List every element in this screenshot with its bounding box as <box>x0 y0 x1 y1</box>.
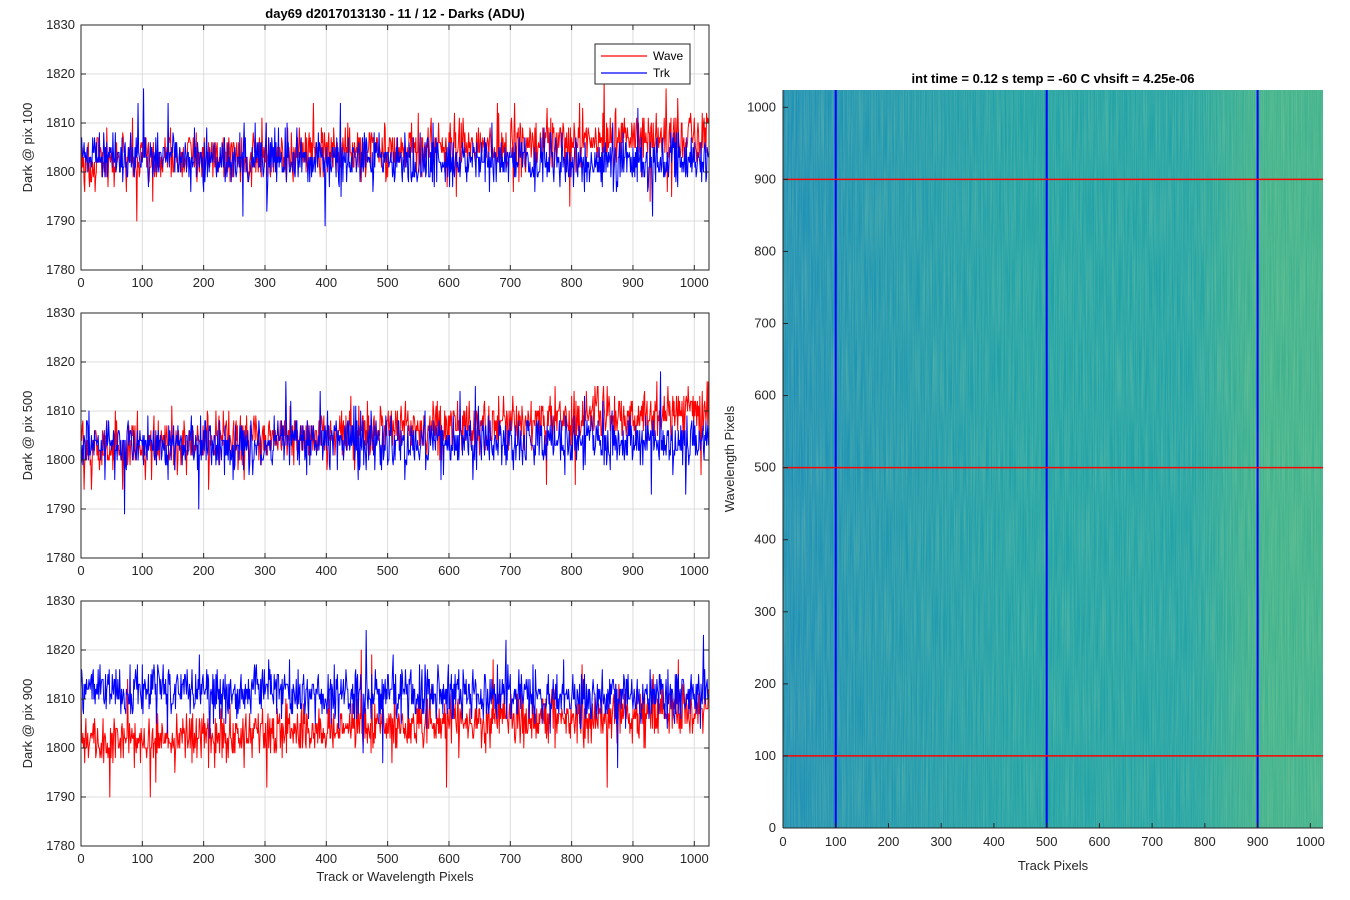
axes-box <box>80 24 710 271</box>
x-axis-label: Track Pixels <box>1018 858 1089 873</box>
y-tick-label: 900 <box>754 171 776 186</box>
x-tick-label: 900 <box>622 851 644 866</box>
y-axis-label: Wavelength Pixels <box>722 405 737 512</box>
x-tick-label: 500 <box>1036 834 1058 849</box>
axes-box <box>80 312 710 559</box>
y-axis-label: Dark @ pix 900 <box>20 679 35 769</box>
x-tick-label: 700 <box>499 275 521 290</box>
x-tick-label: 100 <box>825 834 847 849</box>
y-tick-label: 1820 <box>46 354 75 369</box>
x-tick-label: 500 <box>377 563 399 578</box>
x-tick-label: 600 <box>438 563 460 578</box>
line-chart-pix900: 0 100 200 300 400 500 600 700 800 900 1000 1780 1790… <box>20 593 710 884</box>
y-tick-label: 1830 <box>46 17 75 32</box>
y-tick-label: 500 <box>754 460 776 475</box>
series-line-trk <box>81 88 709 227</box>
x-tick-label: 300 <box>254 563 276 578</box>
y-tick-label: 0 <box>769 820 776 835</box>
x-tick-label: 200 <box>193 851 215 866</box>
series-line-trk <box>80 371 709 515</box>
x-tick-label: 600 <box>438 851 460 866</box>
x-tick-label: 300 <box>254 275 276 290</box>
y-tick-label: 1780 <box>46 550 75 565</box>
legend: Wave Trk <box>594 43 691 85</box>
x-tick-label: 400 <box>983 834 1005 849</box>
series-line-wave <box>80 649 709 798</box>
y-tick-label: 200 <box>754 676 776 691</box>
y-tick-label: 1820 <box>46 642 75 657</box>
x-tick-label: 1000 <box>680 563 709 578</box>
x-tick-label: 400 <box>315 275 337 290</box>
y-tick-label: 1800 <box>46 164 75 179</box>
y-tick-label: 1800 <box>46 452 75 467</box>
legend-box <box>594 43 691 85</box>
x-tick-label: 400 <box>315 563 337 578</box>
x-tick-label: 500 <box>377 275 399 290</box>
heatmap-chart: int time = 0.12 s temp = -60 C vhsift = … <box>722 71 1325 873</box>
line-chart-pix100: 0 100 200 300 400 500 600 700 800 900 1000 1780 1790… <box>20 17 710 290</box>
y-tick-label: 600 <box>754 388 776 403</box>
y-tick-label: 1790 <box>46 501 75 516</box>
legend-label-wave: Wave <box>653 49 684 63</box>
x-tick-label: 100 <box>131 851 153 866</box>
x-tick-label: 0 <box>779 834 786 849</box>
heatmap-texture <box>783 90 1323 828</box>
x-tick-label: 900 <box>622 275 644 290</box>
x-tick-label: 600 <box>438 275 460 290</box>
x-tick-label: 0 <box>77 851 84 866</box>
series-line-trk <box>80 629 709 769</box>
y-tick-label: 1780 <box>46 838 75 853</box>
y-tick-label: 1820 <box>46 66 75 81</box>
legend-label-trk: Trk <box>653 66 671 80</box>
x-tick-label: 800 <box>1194 834 1216 849</box>
x-tick-label: 200 <box>193 275 215 290</box>
y-tick-label: 800 <box>754 243 776 258</box>
x-tick-label: 1000 <box>680 275 709 290</box>
x-tick-label: 300 <box>254 851 276 866</box>
y-tick-label: 1830 <box>46 305 75 320</box>
x-tick-label: 700 <box>499 563 521 578</box>
x-tick-label: 800 <box>561 563 583 578</box>
y-axis-label: Dark @ pix 100 <box>20 103 35 193</box>
x-tick-label: 500 <box>377 851 399 866</box>
y-tick-label: 1810 <box>46 403 75 418</box>
x-tick-label: 0 <box>77 563 84 578</box>
y-tick-label: 1790 <box>46 789 75 804</box>
y-tick-label: 1800 <box>46 740 75 755</box>
y-tick-label: 700 <box>754 316 776 331</box>
y-tick-label: 1810 <box>46 115 75 130</box>
y-tick-label: 1780 <box>46 262 75 277</box>
x-axis-label: Track or Wavelength Pixels <box>316 869 474 884</box>
x-tick-label: 300 <box>930 834 952 849</box>
y-tick-label: 1830 <box>46 593 75 608</box>
x-tick-label: 0 <box>77 275 84 290</box>
line-chart-pix500: 0 100 200 300 400 500 600 700 800 900 1000 1780 1790… <box>20 305 710 578</box>
x-tick-label: 600 <box>1089 834 1111 849</box>
x-tick-label: 400 <box>315 851 337 866</box>
y-tick-label: 1790 <box>46 213 75 228</box>
x-tick-label: 1000 <box>680 851 709 866</box>
y-tick-label: 400 <box>754 532 776 547</box>
x-tick-label: 900 <box>622 563 644 578</box>
axes-box <box>80 600 710 847</box>
x-tick-label: 800 <box>561 851 583 866</box>
x-tick-label: 100 <box>131 275 153 290</box>
y-tick-label: 300 <box>754 604 776 619</box>
x-tick-label: 700 <box>499 851 521 866</box>
y-tick-label: 1810 <box>46 691 75 706</box>
y-axis-label: Dark @ pix 500 <box>20 391 35 481</box>
x-tick-label: 700 <box>1141 834 1163 849</box>
y-tick-label: 100 <box>754 748 776 763</box>
heatmap-title: int time = 0.12 s temp = -60 C vhsift = … <box>912 71 1195 86</box>
x-tick-label: 1000 <box>1296 834 1325 849</box>
y-tick-label: 1000 <box>747 99 776 114</box>
x-tick-label: 200 <box>193 563 215 578</box>
series-line-wave <box>80 78 709 222</box>
x-tick-label: 900 <box>1247 834 1269 849</box>
figure-title: day69 d2017013130 - 11 / 12 - Darks (ADU… <box>265 6 524 21</box>
x-tick-label: 100 <box>131 563 153 578</box>
x-tick-label: 200 <box>878 834 900 849</box>
x-tick-label: 800 <box>561 275 583 290</box>
